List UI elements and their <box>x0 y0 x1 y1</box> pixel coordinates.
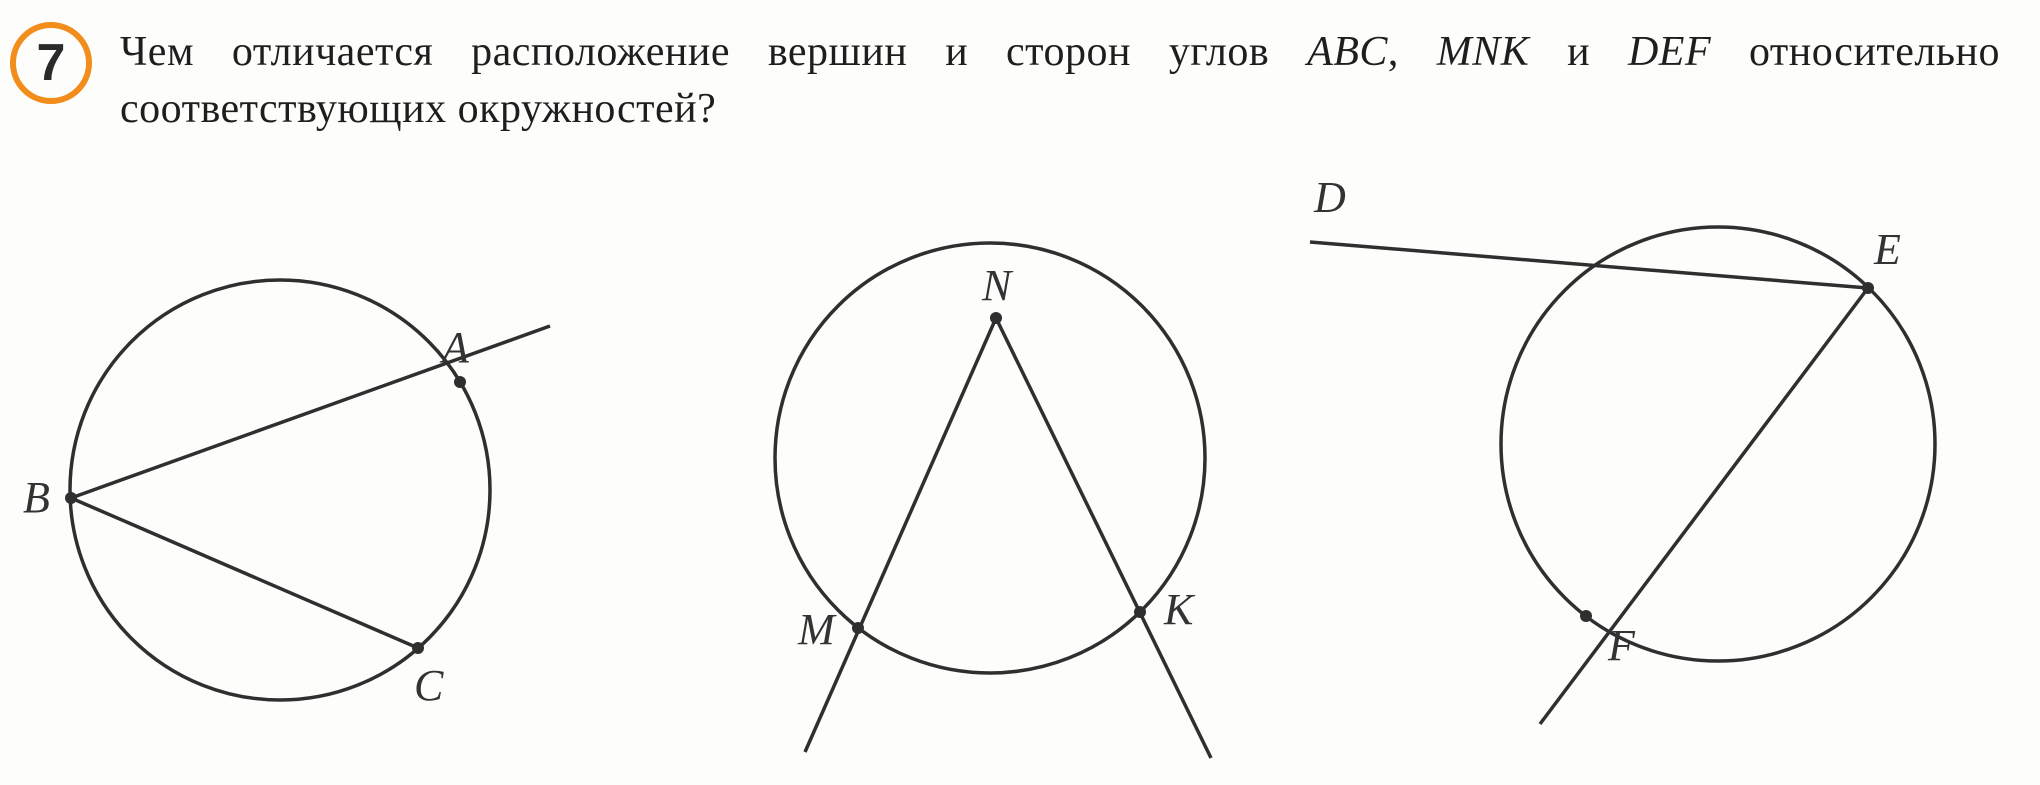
label-b: B <box>23 473 50 522</box>
label-c: C <box>414 661 444 710</box>
point-a <box>454 376 466 388</box>
problem-header: 7 Чем отличается расположение вершин и с… <box>10 24 2000 137</box>
ray-ef <box>1540 288 1868 724</box>
problem-text: Чем отличается расположение вершин и сто… <box>120 24 2000 137</box>
point-n <box>990 312 1002 324</box>
point-m <box>852 622 864 634</box>
angle-def: DEF <box>1628 29 1711 75</box>
ray-nk <box>996 318 1211 758</box>
label-f: F <box>1607 621 1636 670</box>
figure-abc-svg: A B C <box>30 190 590 780</box>
ray-nm <box>805 318 996 752</box>
label-e: E <box>1873 225 1901 274</box>
text-p1: Чем отличается расположение вершин и сто… <box>120 29 1307 75</box>
point-e <box>1862 282 1874 294</box>
point-c <box>412 642 424 654</box>
problem-number-badge: 7 <box>10 22 92 104</box>
figure-def-svg: D E F <box>1400 164 2040 774</box>
label-k: K <box>1163 585 1196 634</box>
angle-abc: ABC <box>1307 29 1388 75</box>
text-comma: , <box>1388 29 1437 75</box>
label-d: D <box>1313 173 1346 222</box>
label-a: A <box>439 323 470 372</box>
label-m: M <box>797 605 837 654</box>
ray-ba <box>71 326 550 498</box>
figure-mnk: N M K <box>670 178 1310 783</box>
figures-row: A B C N M K D E F <box>0 170 2040 760</box>
point-b <box>65 492 77 504</box>
figure-def: D E F <box>1400 164 2040 779</box>
ray-bc <box>71 498 418 648</box>
point-f <box>1580 610 1592 622</box>
label-n: N <box>981 261 1014 310</box>
circle-abc <box>70 280 490 700</box>
figure-mnk-svg: N M K <box>670 178 1310 778</box>
figure-abc: A B C <box>30 190 590 785</box>
angle-mnk: MNK <box>1437 29 1530 75</box>
problem-number: 7 <box>37 33 66 93</box>
point-k <box>1134 606 1146 618</box>
ray-ed <box>1310 242 1868 288</box>
text-and: и <box>1529 29 1628 75</box>
